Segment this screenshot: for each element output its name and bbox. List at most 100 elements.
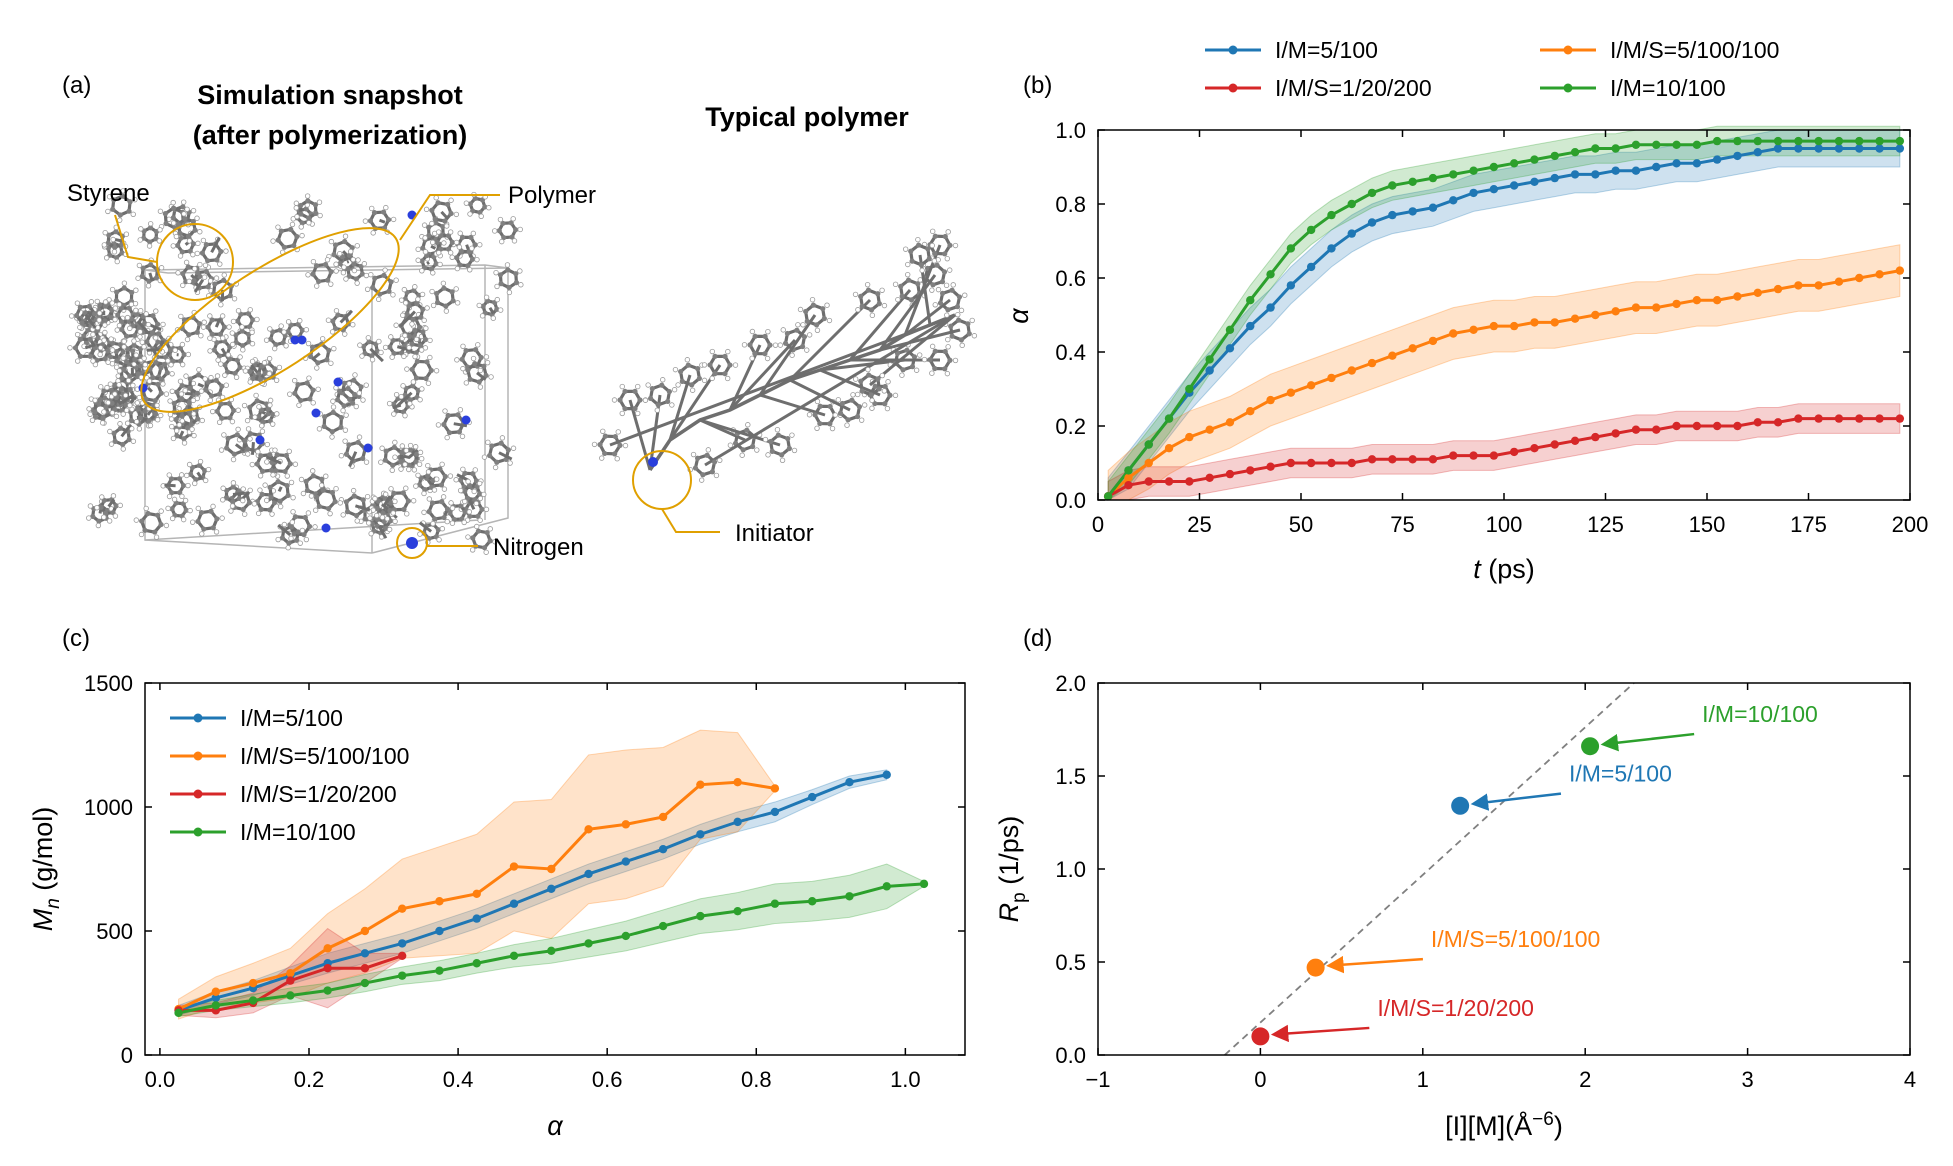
data-point-red xyxy=(1733,421,1742,431)
data-point-green xyxy=(1855,136,1864,146)
data-point-red xyxy=(1794,414,1803,423)
panel-d-annotations: I/M=5/100 I/M/S=5/100/100 I/M/S=1/20/200 I/… xyxy=(1270,701,1818,1043)
data-point-red xyxy=(1367,455,1377,464)
data-point-green xyxy=(1712,136,1722,146)
data-point-orange xyxy=(397,904,407,913)
data-point-orange xyxy=(1367,358,1377,368)
data-point-green xyxy=(1408,177,1417,186)
data-point-red xyxy=(1144,477,1153,486)
data-point-red xyxy=(1205,473,1214,482)
data-point-blue xyxy=(1469,188,1478,198)
scatter-point-orange xyxy=(1306,958,1325,977)
legend-marker-green xyxy=(193,827,203,837)
data-point-red xyxy=(1753,418,1762,427)
data-point-red xyxy=(1489,451,1499,460)
data-point-green xyxy=(1611,144,1620,153)
legend-marker-orange xyxy=(1563,45,1573,55)
data-point-red xyxy=(1327,458,1336,468)
x-tick-label: 1.0 xyxy=(890,1067,921,1092)
x-tick-label: 175 xyxy=(1790,512,1827,537)
series-line-orange xyxy=(1107,269,1901,498)
data-point-red xyxy=(286,976,295,985)
series-line-blue xyxy=(178,773,888,1012)
data-point-green xyxy=(1327,210,1336,220)
data-point-green xyxy=(1591,144,1600,153)
data-point-blue xyxy=(1550,173,1559,183)
data-point-orange xyxy=(1408,344,1417,353)
band-green xyxy=(1107,125,1901,501)
data-point-green xyxy=(1794,136,1803,146)
data-point-blue xyxy=(1814,144,1823,153)
panel-c-ylabel-unit: (g/mol) xyxy=(28,807,58,899)
panel-b-x-ticks: 0 25 50 75 100 125 150 175 200 xyxy=(1092,130,1928,537)
data-point-red xyxy=(1347,458,1356,468)
data-point-green xyxy=(733,906,742,916)
data-point-green xyxy=(323,986,332,995)
initiator-callout: Initiator xyxy=(632,450,814,547)
data-point-red xyxy=(1530,444,1539,453)
panel-d-xlabel-sup: −6 xyxy=(1532,1109,1554,1130)
data-point-orange xyxy=(1611,307,1620,316)
data-point-red xyxy=(1246,466,1255,475)
y-tick-label: 0.4 xyxy=(1055,340,1086,365)
data-point-green xyxy=(1124,466,1133,475)
data-point-orange xyxy=(1753,288,1762,297)
data-point-blue xyxy=(397,939,407,948)
data-point-red xyxy=(1591,432,1600,442)
data-point-red xyxy=(1672,421,1681,431)
data-point-orange xyxy=(1773,284,1783,294)
panel-b-xlabel-var: t xyxy=(1473,554,1482,584)
data-point-green xyxy=(435,966,444,975)
panel-b-x-axis-label: t (ps) xyxy=(1473,554,1535,584)
data-point-orange xyxy=(770,784,780,793)
data-point-green xyxy=(1652,140,1661,149)
data-point-green xyxy=(1225,325,1235,334)
data-point-blue xyxy=(1733,151,1742,161)
data-point-blue xyxy=(1794,144,1803,153)
data-point-blue xyxy=(845,778,854,787)
panel-c-x-axis-label: α xyxy=(547,1111,564,1141)
data-point-red xyxy=(1509,447,1519,457)
styrene-label: Styrene xyxy=(67,180,150,207)
data-point-green xyxy=(1246,296,1255,305)
data-point-green xyxy=(882,882,891,891)
panel-d-y-axis-label: Rp (1/ps) xyxy=(994,816,1030,923)
data-point-blue xyxy=(1591,170,1600,179)
panel-c-y-axis-label: Mn (g/mol) xyxy=(28,807,64,932)
data-point-green xyxy=(397,971,407,980)
styrene-molecule-cloud xyxy=(67,188,524,555)
panel-d-x-axis-label: [I][M](Å−6) xyxy=(1445,1109,1563,1141)
data-point-orange xyxy=(1246,407,1255,416)
data-point-blue xyxy=(211,993,221,1003)
panel-c-molar-mass-vs-conversion: (c) 0.0 0.2 0.4 0.6 0.8 1.0 0 500 1000 1500 I/M=… xyxy=(28,625,966,1141)
data-point-orange xyxy=(1428,336,1438,346)
panel-b-series-lines xyxy=(1106,139,1901,498)
data-point-orange xyxy=(1570,314,1580,323)
data-point-red xyxy=(1814,414,1823,423)
data-point-green xyxy=(770,899,780,908)
panel-b-label: (b) xyxy=(1023,72,1052,99)
legend-label: I/M=10/100 xyxy=(1610,75,1726,101)
data-point-red xyxy=(1449,451,1458,460)
data-point-green xyxy=(1205,355,1214,364)
data-point-blue xyxy=(1286,281,1296,290)
polymer-label: Polymer xyxy=(508,182,596,209)
x-tick-label: −1 xyxy=(1085,1067,1110,1092)
data-point-green xyxy=(584,939,593,948)
data-point-green xyxy=(1773,136,1783,146)
x-tick-label: 0.8 xyxy=(741,1067,772,1092)
series-line-red xyxy=(1107,417,1900,498)
x-tick-label: 4 xyxy=(1904,1067,1916,1092)
data-point-green xyxy=(509,951,519,960)
data-point-orange xyxy=(1509,321,1519,331)
band-red xyxy=(1107,403,1901,501)
panel-d-ylabel-var: R xyxy=(994,903,1024,923)
data-point-blue xyxy=(1408,207,1417,216)
typical-polymer-title: Typical polymer xyxy=(705,102,909,132)
data-point-orange xyxy=(1327,373,1336,383)
data-point-green xyxy=(211,1001,221,1010)
data-point-green xyxy=(1164,414,1174,423)
data-point-green xyxy=(1388,181,1397,190)
data-point-orange xyxy=(621,820,631,829)
